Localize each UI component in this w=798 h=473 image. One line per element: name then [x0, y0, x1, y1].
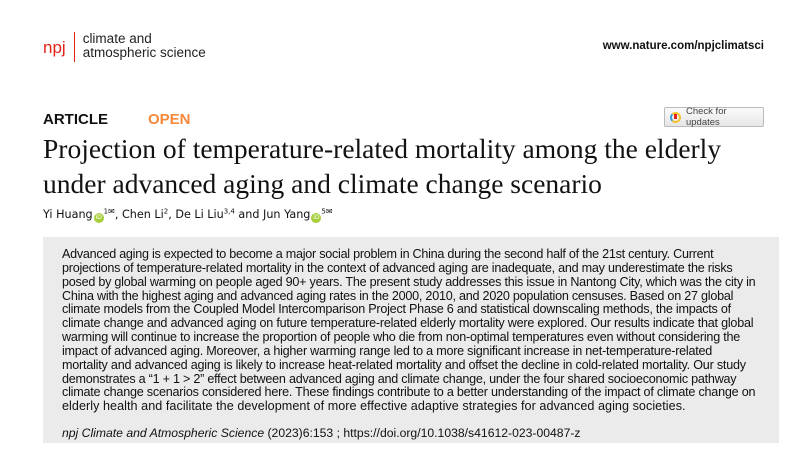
abstract-line: Advanced aging is expected to become a m…: [62, 247, 714, 261]
journal-name-line1: climate and: [82, 31, 152, 46]
affiliation-number: 2: [163, 207, 169, 216]
abstract-line: mortality and advanced aging is likely t…: [62, 357, 746, 372]
article-type-label: ARTICLE: [43, 111, 108, 128]
abstract-text: Advanced aging is expected to become a m…: [62, 247, 756, 414]
affiliation-number: 3,4: [223, 207, 235, 216]
abstract-line: climate change scenarios considered here…: [62, 385, 756, 400]
orcid-icon[interactable]: iD: [93, 213, 104, 223]
author-name[interactable]: Chen Li: [121, 208, 164, 221]
author-name[interactable]: Yi Huang: [43, 208, 93, 221]
affiliation-number: 5: [321, 207, 326, 216]
journal-name-line2: atmospheric science: [82, 45, 206, 60]
author-name[interactable]: Jun Yang: [263, 208, 311, 221]
author-list: Yi Huang iD1✉, Chen Li2, De Li Liu3,4 and…: [43, 207, 333, 223]
article-title: Projection of temperature-related mortal…: [43, 131, 721, 201]
abstract-line: posed by global warming on people aged 9…: [62, 274, 756, 289]
check-for-updates-label: Check for updates: [685, 106, 727, 128]
affiliation-number: 1: [103, 207, 109, 216]
citation: npj Climate and Atmospheric Science (202…: [62, 426, 581, 440]
crossmark-icon: [670, 111, 681, 123]
author-separator: ,: [168, 208, 176, 221]
title-line-2: under advanced aging and climate change …: [43, 168, 602, 199]
abstract-line: China with the highest aging and advance…: [62, 288, 734, 303]
author-separator: and: [234, 208, 264, 221]
citation-journal: npj Climate and Atmospheric Science: [62, 426, 265, 440]
abstract-line: impact of advanced aging. Moreover, a hi…: [62, 343, 713, 358]
citation-doi-link[interactable]: (2023)6:153 ; https://doi.org/10.1038/s4…: [264, 426, 581, 440]
abstract-box: Advanced aging is expected to become a m…: [43, 237, 779, 443]
abstract-line: elderly health and facilitate the develo…: [62, 399, 686, 414]
logo-divider: [73, 32, 75, 62]
journal-url-link[interactable]: www.nature.com/npjclimatsci: [602, 40, 764, 52]
journal-logo[interactable]: npj climate and atmospheric science: [43, 32, 206, 62]
journal-name: climate and atmospheric science: [83, 32, 206, 60]
email-icon[interactable]: ✉: [108, 207, 115, 216]
abstract-line: climate models from the Coupled Model In…: [62, 302, 731, 317]
author-separator: ,: [114, 208, 122, 221]
abstract-line: warming will continue to increase the pr…: [62, 330, 741, 345]
title-line-1: Projection of temperature-related mortal…: [43, 133, 722, 164]
orcid-icon[interactable]: iD: [311, 213, 322, 223]
email-icon[interactable]: ✉: [325, 207, 333, 216]
check-for-updates-button[interactable]: Check for updates: [664, 106, 764, 128]
npj-logo-text: npj: [43, 38, 66, 57]
open-access-badge: OPEN: [148, 111, 191, 128]
abstract-line: climate change and advanced aging on fut…: [62, 316, 754, 331]
author-name[interactable]: De Li Liu: [175, 208, 224, 221]
abstract-line: demonstrates a “1 + 1 > 2” effect betwee…: [62, 371, 737, 386]
abstract-line: projections of temperature-related morta…: [62, 260, 733, 275]
